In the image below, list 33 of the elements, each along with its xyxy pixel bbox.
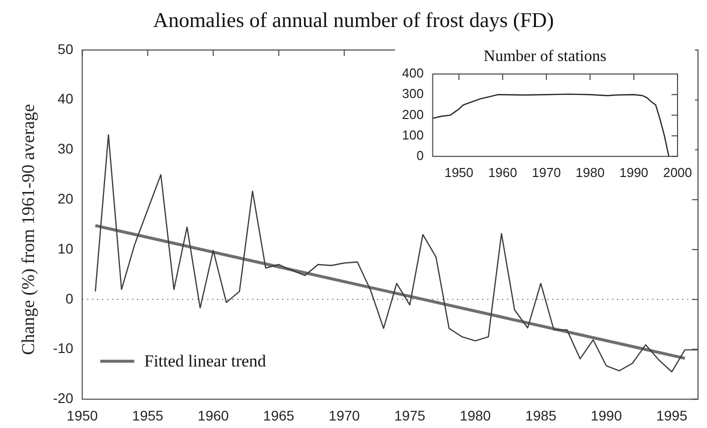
y-tick-label: 50 [58,40,74,57]
x-tick-label: 1975 [394,407,426,424]
y-tick-label: 40 [58,90,74,107]
y-tick-label: 10 [58,240,74,256]
y-tick-label: 200 [402,106,424,122]
x-tick-label: 1980 [460,407,492,424]
x-tick-label: 2000 [663,164,692,180]
x-tick-label: 1970 [328,407,360,424]
y-tick-label: 100 [402,127,424,142]
y-tick-label: 0 [416,148,424,163]
y-axis-title: Change (%) from 1961-90 average [17,104,38,354]
legend-label: Fitted linear trend [144,352,267,371]
x-tick-label: 1980 [576,164,605,180]
x-tick-label: 1990 [590,407,622,424]
y-tick-label: -20 [53,390,74,406]
y-tick-label: 0 [65,290,74,306]
x-tick-label: 1990 [619,164,648,180]
x-tick-label: 1965 [263,407,295,424]
x-tick-label: 1970 [532,164,561,180]
x-tick-label: 1960 [488,164,518,180]
y-tick-label: 400 [402,66,424,81]
chart-title: Number of stations [482,48,608,66]
x-tick-label: 1955 [132,407,164,424]
x-tick-label: 1995 [656,407,688,424]
y-tick-label: -10 [53,340,74,356]
x-tick-label: 1950 [66,407,98,424]
y-tick-label: 20 [58,190,74,207]
x-tick-label: 1950 [444,164,474,180]
y-tick-label: 30 [58,140,74,157]
x-tick-label: 1985 [525,407,557,424]
chart-title: Anomalies of annual number of frost days (FD) [152,8,555,33]
y-tick-label: 300 [402,86,424,102]
x-tick-label: 1960 [198,407,230,424]
